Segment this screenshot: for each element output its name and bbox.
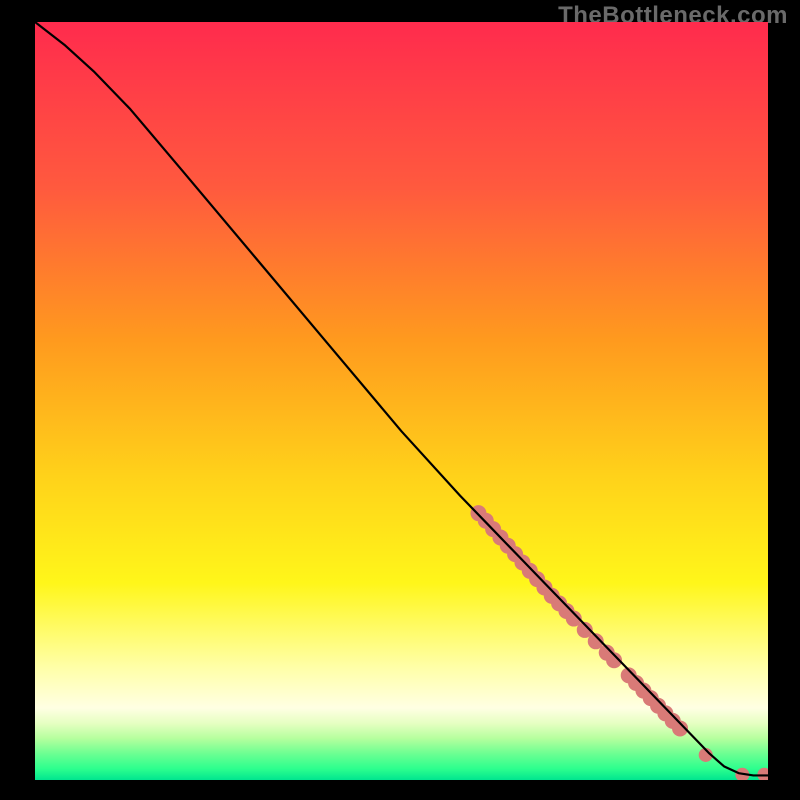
plot-area (35, 22, 768, 780)
gradient-background (35, 22, 768, 780)
chart-svg (35, 22, 768, 780)
chart-stage: TheBottleneck.com (0, 0, 800, 800)
